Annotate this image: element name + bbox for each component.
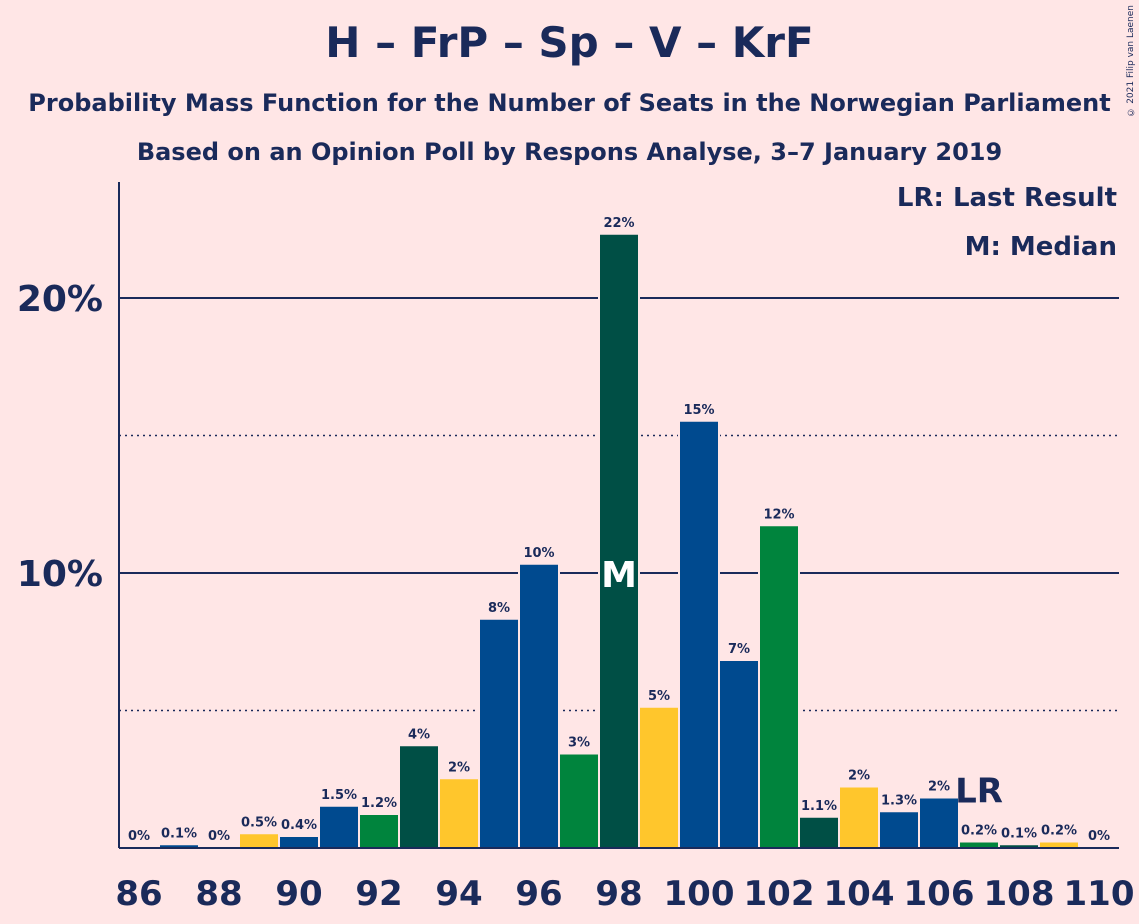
data-label: 1.3% — [881, 793, 917, 808]
data-label: 0.5% — [241, 815, 277, 830]
bar-seat-96 — [520, 564, 558, 848]
bar-seat-106 — [920, 798, 958, 848]
data-label: 12% — [763, 507, 794, 522]
bar-seat-89 — [240, 834, 278, 848]
data-label: 5% — [648, 689, 670, 704]
data-label: 0.4% — [281, 818, 317, 833]
data-label: 1.1% — [801, 799, 837, 814]
x-tick-label: 98 — [595, 874, 642, 914]
data-label: 8% — [488, 601, 510, 616]
data-label: 4% — [408, 727, 430, 742]
x-tick-label: 96 — [515, 874, 562, 914]
median-marker: M — [601, 555, 637, 596]
chart-subtitle: Probability Mass Function for the Number… — [28, 89, 1111, 117]
y-tick-label: 20% — [17, 279, 103, 320]
x-tick-label: 88 — [195, 874, 242, 914]
legend-last-result: LR: Last Result — [896, 183, 1117, 213]
data-label: 0% — [1088, 829, 1110, 844]
chart-title: H – FrP – Sp – V – KrF — [325, 18, 814, 67]
bar-seat-103 — [800, 817, 838, 848]
data-label: 0.2% — [961, 824, 997, 839]
bar-seat-102 — [760, 526, 798, 848]
bar-seat-92 — [360, 815, 398, 848]
bar-seat-101 — [720, 661, 758, 848]
x-tick-label: 108 — [984, 874, 1055, 914]
x-tick-label: 102 — [744, 874, 815, 914]
data-label: 2% — [448, 760, 470, 775]
data-label: 0% — [128, 829, 150, 844]
x-tick-label: 100 — [664, 874, 735, 914]
data-label: 0.2% — [1041, 824, 1077, 839]
x-tick-label: 94 — [435, 874, 482, 914]
x-tick-label: 86 — [115, 874, 162, 914]
x-tick-label: 104 — [824, 874, 895, 914]
bar-seat-98 — [600, 234, 638, 848]
data-label: 0.1% — [161, 826, 197, 841]
bar-seat-104 — [840, 787, 878, 848]
bar-seat-108 — [1000, 845, 1038, 848]
data-label: 0% — [208, 829, 230, 844]
data-label: 0.1% — [1001, 826, 1037, 841]
data-label: 3% — [568, 736, 590, 751]
bar-seat-100 — [680, 421, 718, 848]
data-label: 1.2% — [361, 796, 397, 811]
bar-seat-97 — [560, 754, 598, 848]
x-tick-label: 92 — [355, 874, 402, 914]
bar-seat-107 — [960, 842, 998, 848]
bar-seat-91 — [320, 806, 358, 848]
data-label: 10% — [523, 546, 554, 561]
data-label: 2% — [848, 769, 870, 784]
legend-median: M: Median — [964, 232, 1117, 262]
data-label: 2% — [928, 780, 950, 795]
bar-seat-99 — [640, 707, 678, 848]
bar-seat-87 — [160, 845, 198, 848]
chart-source-subtitle: Based on an Opinion Poll by Respons Anal… — [136, 138, 1003, 166]
bar-seat-94 — [440, 779, 478, 848]
data-label: 7% — [728, 642, 750, 657]
data-label: 1.5% — [321, 788, 357, 803]
x-tick-label: 106 — [904, 874, 975, 914]
bar-seat-109 — [1040, 842, 1078, 848]
x-tick-label: 110 — [1064, 874, 1135, 914]
y-tick-label: 10% — [17, 554, 103, 595]
x-tick-label: 90 — [275, 874, 322, 914]
bar-seat-93 — [400, 746, 438, 848]
bar-seat-95 — [480, 619, 518, 848]
bar-seat-90 — [280, 837, 318, 848]
last-result-marker: LR — [955, 772, 1003, 812]
data-label: 15% — [683, 403, 714, 418]
bar-seat-105 — [880, 812, 918, 848]
data-label: 22% — [603, 216, 634, 231]
